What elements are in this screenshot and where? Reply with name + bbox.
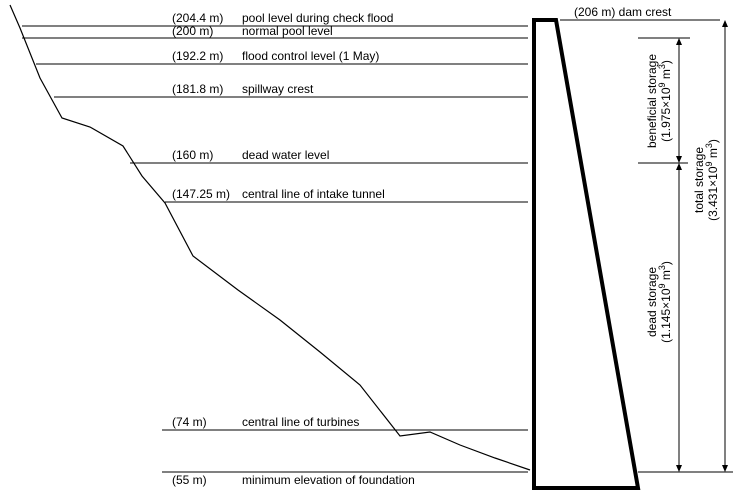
svg-text:dead storage: dead storage (645, 267, 659, 337)
svg-text:(1.975×109 m3): (1.975×109 m3) (657, 60, 673, 142)
label-flood-control: (192.2 m) flood control level (1 May) (172, 49, 379, 63)
label-normal-pool: (200 m) normal pool level (172, 24, 333, 38)
svg-text:(3.431×109 m3): (3.431×109 m3) (704, 139, 720, 221)
beneficial-storage-label: beneficial storage (1.975×109 m3) (645, 54, 673, 148)
label-dam-crest: (206 m) dam crest (574, 5, 672, 19)
svg-text:beneficial storage: beneficial storage (645, 54, 659, 148)
label-foundation: (55 m) minimum elevation of foundation (172, 473, 415, 487)
label-turbines: (74 m) central line of turbines (172, 415, 359, 429)
valley-terrain (9, 4, 531, 471)
total-storage-label: total storage (3.431×109 m3) (692, 139, 720, 221)
dam-body (532, 18, 641, 490)
label-dead-water: (160 m) dead water level (172, 148, 329, 162)
label-check-flood: (204.4 m) pool level during check flood (172, 11, 393, 25)
label-intake: (147.25 m) central line of intake tunnel (172, 187, 385, 201)
total-storage-dimension (722, 20, 728, 472)
dead-storage-dimension (676, 163, 682, 472)
label-spillway: (181.8 m) spillway crest (172, 82, 314, 96)
svg-text:(1.145×109 m3): (1.145×109 m3) (657, 261, 673, 343)
svg-text:total storage: total storage (692, 147, 706, 213)
beneficial-storage-dimension (676, 38, 682, 163)
dead-storage-label: dead storage (1.145×109 m3) (645, 261, 673, 343)
